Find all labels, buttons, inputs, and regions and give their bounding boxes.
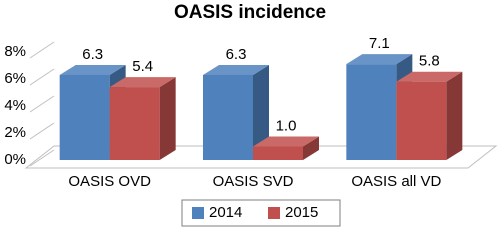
y-tick-label: 2% <box>4 124 26 141</box>
bar-top <box>203 64 269 75</box>
bar-side <box>446 71 463 160</box>
value-label: 7.1 <box>369 35 390 52</box>
x-tick-label: OASIS SVD <box>213 173 294 190</box>
value-label: 5.8 <box>419 53 440 70</box>
value-label: 1.0 <box>276 117 297 134</box>
bar-side <box>303 136 319 160</box>
value-label: 6.3 <box>82 46 103 63</box>
legend-label: 2015 <box>285 204 318 221</box>
bar-top <box>253 136 319 147</box>
legend: 2014 2015 <box>181 199 341 227</box>
value-label: 5.4 <box>132 58 153 75</box>
bar <box>396 81 447 160</box>
value-label: 6.3 <box>226 46 247 63</box>
legend-label: 2014 <box>209 204 242 221</box>
y-tick-label: 6% <box>4 70 26 87</box>
bar-top <box>346 54 413 65</box>
bar <box>109 87 160 160</box>
bar-side <box>159 77 176 160</box>
chart-title: OASIS incidence <box>174 2 326 23</box>
x-tick-label: OASIS OVD <box>68 173 151 190</box>
legend-box <box>181 199 341 227</box>
grid-line <box>29 95 55 113</box>
bar-side <box>253 64 269 160</box>
chart: OASIS incidence 0% 2% 4% 6% 8% OASIS OVD 6.3 5.… <box>4 2 498 227</box>
grid-line <box>29 122 55 140</box>
legend-swatch <box>268 207 280 219</box>
grid-line <box>29 68 55 86</box>
legend-swatch <box>192 207 204 219</box>
bar-top <box>396 71 463 82</box>
x-tick-label: OASIS all VD <box>351 173 441 190</box>
grid-line <box>29 149 55 167</box>
y-tick-label: 8% <box>4 43 26 60</box>
grid-line <box>29 41 55 59</box>
bar <box>346 64 397 160</box>
bar <box>59 74 110 160</box>
bar-top <box>59 64 126 75</box>
bar <box>253 146 303 160</box>
bar-top <box>109 77 176 88</box>
bar <box>203 74 253 160</box>
y-tick-label: 4% <box>4 97 26 114</box>
y-tick-label: 0% <box>4 151 26 168</box>
